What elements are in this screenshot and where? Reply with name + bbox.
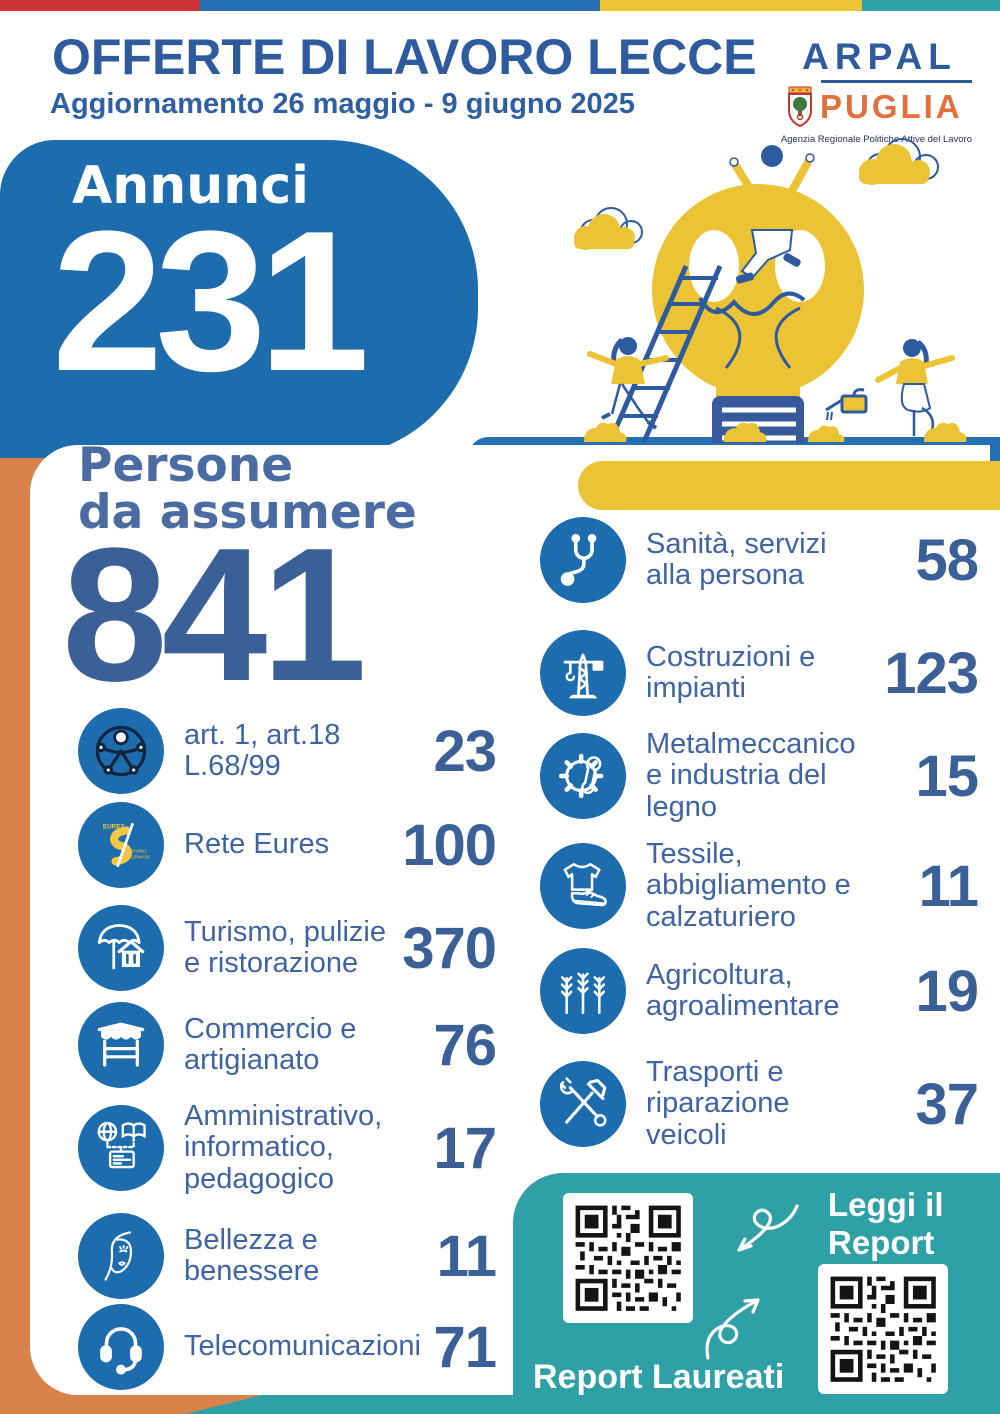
cloud-icon [574,138,939,250]
category-value: 123 [884,640,979,706]
curly-arrow-left-icon [705,1200,805,1275]
category-row: Amministrativo, informatico, pedagogico … [78,1098,497,1198]
category-label: Turismo, pulizie e ristorazione [184,915,386,979]
category-value: 11 [436,1223,497,1289]
logo-tagline: Agenzia Regionale Politiche Attive del L… [780,134,972,145]
qr-code-report [563,1193,693,1323]
crossed-tools-icon [540,1061,626,1147]
headset-icon [78,1304,164,1390]
category-label: Trasporti e riparazione veicoli [646,1056,790,1151]
category-value: 58 [915,527,979,593]
category-label: Sanità, servizi alla persona [646,527,827,591]
yellow-divider-band [578,461,1000,510]
leggi-report-label: Leggi il Report [828,1186,944,1261]
page-subtitle: Aggiornamento 26 maggio - 9 giugno 2025 [50,88,635,120]
watering-can-icon [825,388,868,421]
gear-wrench-icon [540,733,626,819]
face-icon [78,1213,164,1299]
category-value: 15 [915,743,979,809]
persone-value: 841 [62,509,367,721]
logo-puglia-text: PUGLIA [820,88,963,125]
eures-logo-icon: EURES MOVING FORWARD [78,802,164,888]
persone-label: Persone da assumere [78,438,417,540]
lightbulb-teamwork-illustration [574,138,967,443]
annunci-label: Annunci [72,156,309,216]
category-label: Costruzioni e impianti [646,640,816,704]
category-row: Commercio e artigianato 76 [78,1000,497,1090]
category-value: 37 [915,1071,979,1137]
svg-text:FORWARD: FORWARD [128,855,150,860]
globe-book-card-icon [78,1105,164,1191]
category-label: Rete Eures [184,828,330,861]
category-row: EURES MOVING FORWARD Rete Eures 100 [78,800,497,890]
category-value: 17 [433,1115,497,1181]
annunci-value: 231 [52,190,370,413]
category-row: Trasporti e riparazione veicoli 37 [540,1054,979,1154]
arpal-crest-icon [788,86,812,128]
category-row: Metalmeccanico e industria del legno 15 [540,726,979,826]
logo-arpal-text: ARPAL [802,36,957,77]
logo-divider [821,80,972,83]
bush-icon [584,422,967,442]
qr-code-laureati [818,1264,948,1394]
category-row: Agricoltura, agroalimentare 19 [540,944,979,1038]
wheat-icon [540,948,626,1034]
top-stripe-red [0,0,200,11]
curly-arrow-right-icon [700,1288,800,1368]
category-label: Tessile, abbigliamento e calzaturiero [646,838,851,933]
category-value: 76 [433,1012,497,1078]
category-row: art. 1, art.18 L.68/99 23 [78,706,497,796]
svg-text:EURES: EURES [103,824,125,831]
category-value: 23 [433,718,497,784]
category-value: 370 [402,915,497,981]
woman-left-icon [587,337,669,430]
crane-icon [540,630,626,716]
top-stripe-blue [200,0,600,11]
category-label: Agricoltura, agroalimentare [646,958,840,1022]
svg-text:MOVING: MOVING [128,848,147,853]
category-value: 71 [433,1314,497,1380]
stethoscope-icon [540,517,626,603]
category-value: 100 [402,812,497,878]
category-label: Commercio e artigianato [184,1012,357,1076]
category-row: Costruzioni e impianti 123 [540,626,979,720]
category-value: 11 [918,853,979,919]
category-row: Turismo, pulizie e ristorazione 370 [78,898,497,998]
category-label: Bellezza e benessere [184,1223,320,1287]
page-title: OFFERTE DI LAVORO LECCE [52,29,757,85]
market-stall-icon [78,1002,164,1088]
accessibility-icon [78,708,164,794]
report-laureati-label: Report Laureati [533,1358,785,1396]
woman-right-icon [875,339,955,436]
category-row: Telecomunicazioni 71 [78,1302,497,1392]
arpal-puglia-logo: ARPAL PUGLIA Agenzia Regionale Politiche… [757,36,972,145]
category-label: Metalmeccanico e industria del legno [646,728,856,823]
category-value: 19 [915,958,979,1024]
top-stripe-yellow [600,0,862,11]
tshirt-shoe-icon [540,843,626,929]
category-label: art. 1, art.18 L.68/99 [184,718,341,782]
category-label: Telecomunicazioni [184,1330,421,1363]
category-row: Tessile, abbigliamento e calzaturiero 11 [540,836,979,936]
top-stripe-teal [862,0,1000,11]
category-row: Bellezza e benessere 11 [78,1210,497,1302]
umbrella-house-icon [78,905,164,991]
category-row: Sanità, servizi alla persona 58 [540,512,979,608]
person-on-bulb-icon [729,145,815,284]
category-label: Amministrativo, informatico, pedagogico [184,1100,383,1195]
annunci-card: Annunci 231 [0,140,478,458]
